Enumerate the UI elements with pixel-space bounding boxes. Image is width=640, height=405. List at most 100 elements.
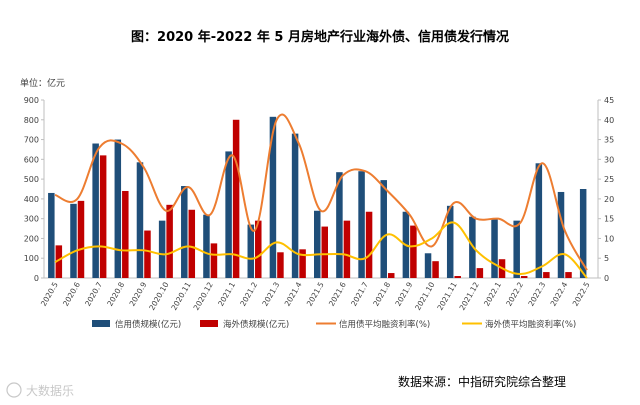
credit-bond-bar — [181, 186, 188, 278]
left-tick-label: 500 — [24, 175, 39, 184]
x-tick-label: 2020.5 — [39, 280, 60, 307]
x-tick-label: 2020.9 — [128, 280, 149, 307]
overseas-bond-bar — [321, 226, 328, 278]
x-tick-label: 2020.12 — [192, 280, 215, 312]
legend-label: 信用债规模(亿元) — [115, 319, 181, 330]
overseas-bond-bar — [122, 190, 129, 278]
x-tick-label: 2021.12 — [458, 280, 481, 312]
watermark-text: 大数据乐 — [26, 383, 74, 398]
overseas-rate-line — [54, 221, 588, 279]
right-tick-label: 25 — [604, 175, 614, 184]
left-tick-label: 400 — [24, 195, 39, 204]
credit-bond-bar — [203, 214, 210, 278]
credit-bond-bar — [136, 162, 144, 278]
overseas-bond-bar — [520, 276, 528, 278]
left-tick-label: 100 — [24, 254, 39, 263]
overseas-bond-bar — [55, 245, 63, 278]
x-tick-label: 2022.1 — [482, 280, 503, 307]
x-tick-label: 2020.7 — [83, 280, 104, 307]
overseas-bond-bar — [299, 249, 306, 278]
right-tick-label: 10 — [604, 234, 614, 243]
bar-series-group — [48, 116, 587, 279]
credit-bond-bar — [513, 220, 520, 278]
credit-bond-bar — [557, 191, 565, 278]
right-tick-label: 5 — [604, 254, 609, 263]
overseas-bond-bar — [210, 243, 218, 278]
credit-bond-bar — [424, 253, 432, 278]
credit-bond-bar — [158, 220, 166, 278]
overseas-bond-bar — [432, 261, 439, 278]
credit-bond-bar — [314, 210, 321, 278]
credit-bond-bar — [380, 180, 387, 278]
overseas-bond-bar — [454, 276, 461, 278]
overseas-bond-bar — [410, 225, 417, 278]
right-tick-label: 35 — [604, 136, 614, 145]
legend: 信用债规模(亿元) 海外债规模(亿元) 信用债平均融资利率(%) 海外债平均融资利率(… — [92, 319, 576, 330]
x-tick-label: 2020.11 — [169, 280, 192, 312]
right-tick-label: 15 — [604, 215, 614, 224]
x-tick-label: 2022.2 — [504, 280, 525, 307]
left-tick-label: 700 — [24, 136, 39, 145]
right-tick-label: 30 — [604, 155, 614, 164]
credit-bond-bar — [92, 143, 99, 278]
x-tick-label: 2020.6 — [61, 280, 82, 307]
credit-rate-line — [54, 113, 588, 271]
x-tick-label: 2021.11 — [435, 280, 458, 312]
x-tick-label: 2021.4 — [283, 280, 304, 307]
x-tick-label: 2021.2 — [238, 280, 259, 307]
right-tick-label: 0 — [604, 274, 609, 283]
left-tick-label: 800 — [24, 116, 39, 125]
x-tick-label: 2022.4 — [549, 280, 570, 307]
credit-bond-bar — [579, 189, 587, 278]
credit-bond-bar — [291, 133, 299, 278]
overseas-bond-bar — [565, 272, 572, 278]
right-tick-label: 45 — [604, 96, 614, 105]
x-tick-label: 2021.3 — [260, 280, 281, 307]
left-tick-label: 200 — [24, 234, 39, 243]
overseas-bond-bar — [476, 268, 484, 278]
overseas-bond-bar — [343, 220, 351, 278]
chart-title: 图：2020 年-2022 年 5 月房地产行业海外债、信用债发行情况 — [131, 29, 509, 45]
legend-label: 海外债平均融资利率(%) — [485, 319, 576, 330]
credit-bond-bar — [535, 163, 543, 278]
x-tick-label: 2020.10 — [147, 280, 170, 312]
x-tick-label: 2022.5 — [571, 280, 592, 307]
credit-bond-bar — [114, 139, 122, 278]
x-tick-label: 2022.3 — [526, 280, 547, 307]
watermark: 大数据乐 — [6, 382, 74, 398]
overseas-bond-bar — [99, 155, 107, 278]
overseas-bond-bar — [232, 119, 240, 279]
source-note: 数据来源：中指研究院综合整理 — [398, 374, 566, 389]
overseas-bond-bar — [255, 220, 262, 278]
legend-swatch — [92, 320, 110, 327]
x-axis-labels: 2020.5 2020.6 2020.7 2020.8 2020.92020.10202… — [39, 280, 592, 312]
credit-bond-bar — [48, 192, 55, 278]
left-tick-label: 300 — [24, 215, 39, 224]
x-tick-label: 2021.8 — [371, 280, 392, 307]
overseas-bond-bar — [188, 209, 196, 278]
credit-bond-bar — [225, 151, 232, 278]
overseas-bond-bar — [543, 272, 550, 278]
legend-label: 信用债平均融资利率(%) — [339, 319, 430, 330]
unit-label: 单位：亿元 — [20, 77, 65, 89]
left-tick-label: 600 — [24, 155, 39, 164]
right-tick-label: 20 — [604, 195, 614, 204]
legend-label: 海外债规模(亿元) — [223, 319, 289, 330]
overseas-bond-bar — [277, 252, 284, 278]
x-tick-label: 2021.10 — [413, 280, 436, 312]
right-tick-label: 40 — [604, 116, 614, 125]
x-tick-label: 2021.7 — [349, 280, 370, 307]
credit-bond-bar — [269, 116, 277, 278]
credit-bond-bar — [336, 172, 343, 278]
left-tick-label: 0 — [34, 274, 39, 283]
x-tick-label: 2021.1 — [216, 280, 237, 307]
line-series-group — [54, 113, 588, 279]
overseas-bond-bar — [166, 204, 173, 278]
x-tick-label: 2020.8 — [105, 280, 126, 307]
overseas-bond-bar — [144, 230, 151, 278]
x-tick-label: 2021.5 — [305, 280, 326, 307]
x-tick-label: 2021.6 — [327, 280, 348, 307]
overseas-bond-bar — [387, 273, 395, 278]
